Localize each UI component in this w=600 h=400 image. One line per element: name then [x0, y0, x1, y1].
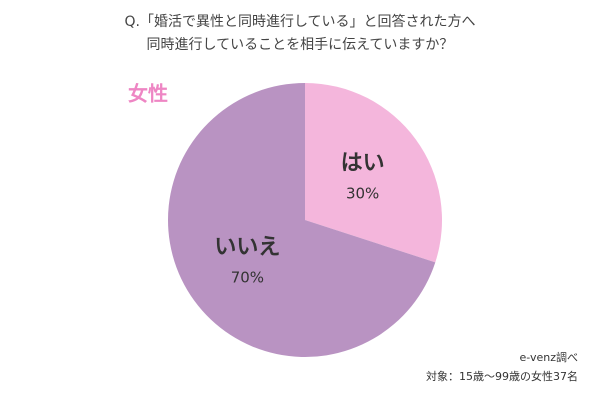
- slice-label: はい: [341, 151, 385, 176]
- slice-value: 70%: [231, 268, 264, 286]
- pie-slice: [168, 83, 436, 358]
- source-note: e-venz調べ: [520, 350, 578, 364]
- chart-subtitle: 女性: [128, 82, 168, 106]
- slice-value: 30%: [346, 185, 379, 203]
- chart-title: 同時進行していることを相手に伝えていますか？: [147, 37, 454, 53]
- sample-note: 対象：15歳〜99歳の女性37名: [426, 369, 578, 383]
- pie-slice: [305, 83, 442, 263]
- chart-title: Q.「婚活で異性と同時進行している」と回答された方へ: [124, 13, 475, 30]
- slice-label: いいえ: [214, 235, 280, 260]
